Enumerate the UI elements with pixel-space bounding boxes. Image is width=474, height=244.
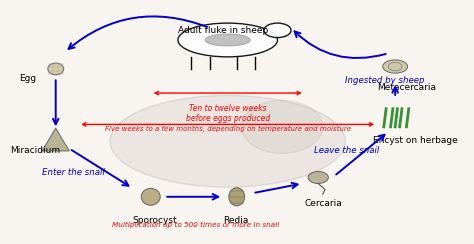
Text: Ten to twelve weeks
before eggs produced: Ten to twelve weeks before eggs produced — [185, 104, 270, 123]
Text: Five weeks to a few months, depending on temperature and moisture: Five weeks to a few months, depending on… — [105, 126, 351, 132]
Text: Multiplication up to 500 times or more in snail: Multiplication up to 500 times or more i… — [112, 222, 280, 228]
Text: Ingested by sheep: Ingested by sheep — [346, 76, 425, 85]
Ellipse shape — [383, 60, 408, 73]
Text: Egg: Egg — [19, 74, 36, 83]
Ellipse shape — [178, 23, 277, 57]
Ellipse shape — [205, 34, 250, 46]
Polygon shape — [42, 128, 69, 151]
Text: Redia: Redia — [223, 216, 248, 225]
Ellipse shape — [48, 63, 64, 75]
Text: Leave the snail: Leave the snail — [314, 146, 379, 155]
Ellipse shape — [308, 172, 328, 183]
Ellipse shape — [264, 23, 291, 38]
Ellipse shape — [141, 188, 160, 205]
Text: Metacercaria: Metacercaria — [377, 83, 436, 92]
Text: Sporocyst: Sporocyst — [133, 216, 177, 225]
Ellipse shape — [241, 100, 323, 153]
Ellipse shape — [110, 95, 346, 187]
Text: Cercaria: Cercaria — [305, 199, 342, 208]
Text: Adult fluke in sheep: Adult fluke in sheep — [178, 26, 268, 34]
Text: Encyst on herbage: Encyst on herbage — [373, 136, 457, 145]
Text: Enter the snail: Enter the snail — [42, 168, 105, 177]
Ellipse shape — [229, 188, 245, 206]
Text: Miracidium: Miracidium — [10, 146, 61, 155]
